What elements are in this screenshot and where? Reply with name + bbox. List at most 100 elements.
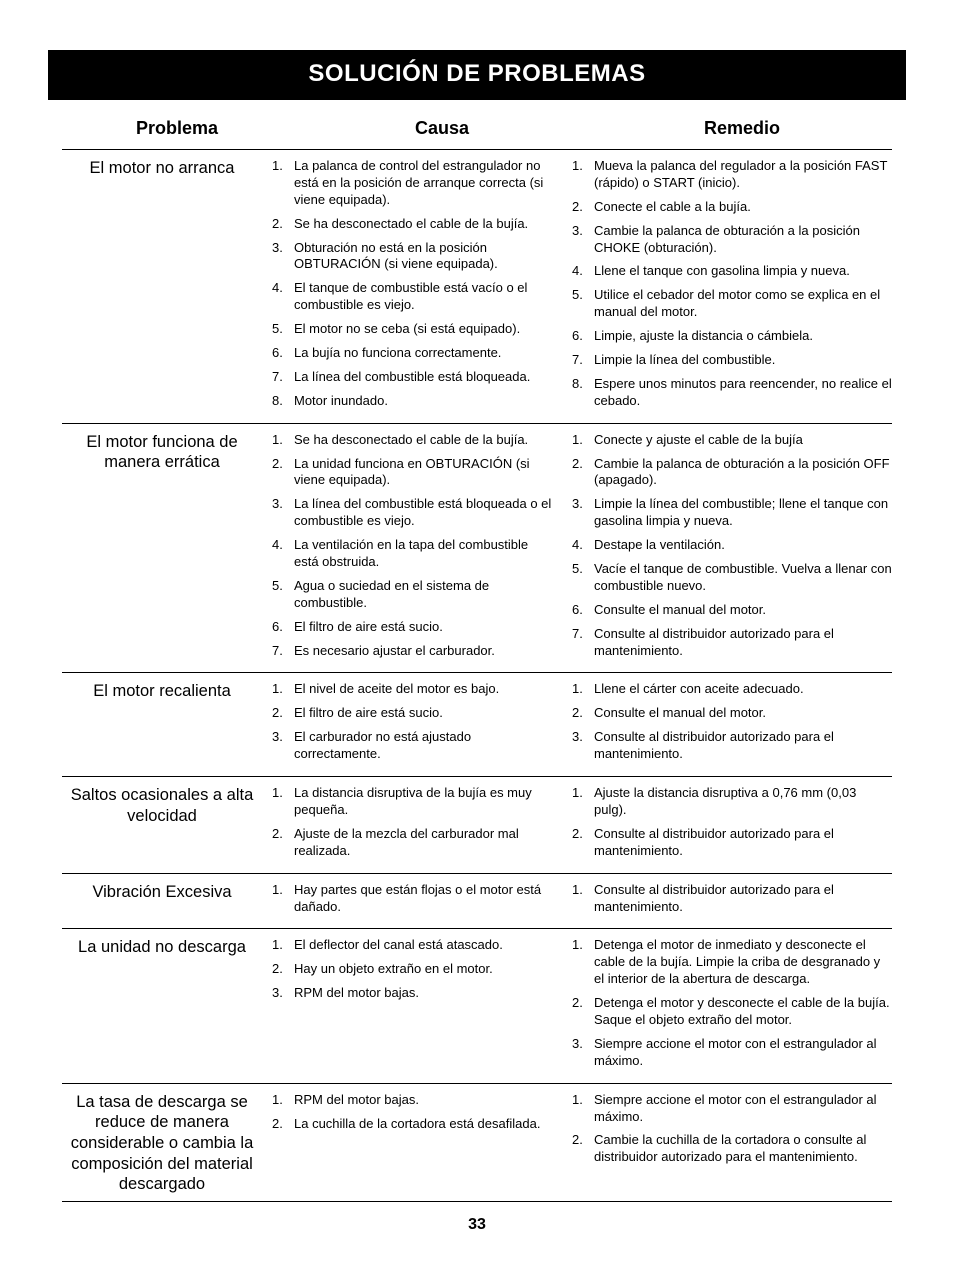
remedy-text: Espere unos minutos para reencender, no … bbox=[594, 376, 892, 410]
problem-label: Saltos ocasionales a alta velocidad bbox=[62, 785, 272, 867]
cause-text: Se ha desconectado el cable de la bujía. bbox=[294, 432, 554, 449]
section: El motor recalienta1.El nivel de aceite … bbox=[62, 672, 892, 776]
remedy-column: 1.Mueva la palanca del regulador a la po… bbox=[572, 158, 892, 417]
cause-item: 1.Se ha desconectado el cable de la bují… bbox=[272, 432, 554, 449]
cause-text: La ventilación en la tapa del combustibl… bbox=[294, 537, 554, 571]
remedy-text: Destape la ventilación. bbox=[594, 537, 892, 554]
remedy-item: 1.Ajuste la distancia disruptiva a 0,76 … bbox=[572, 785, 892, 819]
remedy-item: 2.Cambie la cuchilla de la cortadora o c… bbox=[572, 1132, 892, 1166]
remedy-item: 1.Detenga el motor de inmediato y descon… bbox=[572, 937, 892, 988]
item-number: 3. bbox=[572, 1036, 594, 1070]
remedy-item: 6.Consulte el manual del motor. bbox=[572, 602, 892, 619]
cause-item: 2.La cuchilla de la cortadora está desaf… bbox=[272, 1116, 554, 1133]
item-number: 3. bbox=[272, 729, 294, 763]
remedy-list: 1.Mueva la palanca del regulador a la po… bbox=[572, 158, 892, 410]
remedy-text: Conecte y ajuste el cable de la bujía bbox=[594, 432, 892, 449]
item-number: 2. bbox=[272, 216, 294, 233]
remedy-text: Vacíe el tanque de combustible. Vuelva a… bbox=[594, 561, 892, 595]
item-number: 2. bbox=[272, 826, 294, 860]
cause-list: 1.El nivel de aceite del motor es bajo.2… bbox=[272, 681, 554, 763]
item-number: 3. bbox=[272, 240, 294, 274]
cause-list: 1.Hay partes que están flojas o el motor… bbox=[272, 882, 554, 916]
cause-text: Se ha desconectado el cable de la bujía. bbox=[294, 216, 554, 233]
lists-wrap: 1.La distancia disruptiva de la bujía es… bbox=[272, 785, 892, 867]
cause-text: El carburador no está ajustado correctam… bbox=[294, 729, 554, 763]
cause-column: 1.RPM del motor bajas.2.La cuchilla de l… bbox=[272, 1092, 572, 1195]
item-number: 5. bbox=[572, 287, 594, 321]
column-headers: Problema Causa Remedio bbox=[48, 118, 906, 149]
item-number: 2. bbox=[572, 826, 594, 860]
remedy-list: 1.Llene el cárter con aceite adecuado. 2.… bbox=[572, 681, 892, 763]
remedy-text: Conecte el cable a la bujía. bbox=[594, 199, 892, 216]
item-number: 2. bbox=[272, 961, 294, 978]
cause-item: 1.La distancia disruptiva de la bujía es… bbox=[272, 785, 554, 819]
remedy-text: Utilice el cebador del motor como se exp… bbox=[594, 287, 892, 321]
item-number: 1. bbox=[572, 937, 594, 988]
lists-wrap: 1.El deflector del canal está atascado.2… bbox=[272, 937, 892, 1076]
item-number: 1. bbox=[572, 432, 594, 449]
remedy-item: 1.Siempre accione el motor con el estran… bbox=[572, 1092, 892, 1126]
item-number: 1. bbox=[572, 785, 594, 819]
cause-text: Ajuste de la mezcla del carburador mal r… bbox=[294, 826, 554, 860]
cause-text: La bujía no funciona correctamente. bbox=[294, 345, 554, 362]
remedy-text: Mueva la palanca del regulador a la posi… bbox=[594, 158, 892, 192]
cause-item: 8.Motor inundado. bbox=[272, 393, 554, 410]
item-number: 6. bbox=[572, 602, 594, 619]
problem-label: Vibración Excesiva bbox=[62, 882, 272, 923]
header-problem: Problema bbox=[62, 118, 292, 139]
cause-item: 5.Agua o suciedad en el sistema de combu… bbox=[272, 578, 554, 612]
cause-item: 1.Hay partes que están flojas o el motor… bbox=[272, 882, 554, 916]
remedy-text: Cambie la palanca de obturación a la pos… bbox=[594, 456, 892, 490]
remedy-column: 1.Conecte y ajuste el cable de la bujía2… bbox=[572, 432, 892, 667]
lists-wrap: 1.La palanca de control del estrangulado… bbox=[272, 158, 892, 417]
remedy-column: 1.Siempre accione el motor con el estran… bbox=[572, 1092, 892, 1195]
cause-column: 1.Hay partes que están flojas o el motor… bbox=[272, 882, 572, 923]
remedy-list: 1.Detenga el motor de inmediato y descon… bbox=[572, 937, 892, 1069]
item-number: 7. bbox=[272, 643, 294, 660]
item-number: 2. bbox=[572, 1132, 594, 1166]
cause-text: RPM del motor bajas. bbox=[294, 1092, 554, 1109]
lists-wrap: 1. Se ha desconectado el cable de la bují… bbox=[272, 432, 892, 667]
item-number: 1. bbox=[272, 785, 294, 819]
item-number: 5. bbox=[272, 578, 294, 612]
cause-text: El motor no se ceba (si está equipado). bbox=[294, 321, 554, 338]
remedy-text: Consulte al distribuidor autorizado para… bbox=[594, 882, 892, 916]
remedy-item: 4.Llene el tanque con gasolina limpia y … bbox=[572, 263, 892, 280]
cause-item: 2.El filtro de aire está sucio. bbox=[272, 705, 554, 722]
item-number: 4. bbox=[272, 537, 294, 571]
problem-label: El motor funciona de manera errática bbox=[62, 432, 272, 667]
cause-text: RPM del motor bajas. bbox=[294, 985, 554, 1002]
remedy-text: Cambie la cuchilla de la cortadora o con… bbox=[594, 1132, 892, 1166]
remedy-item: 2.Conecte el cable a la bujía. bbox=[572, 199, 892, 216]
item-number: 4. bbox=[272, 280, 294, 314]
section: El motor funciona de manera errática 1. Se… bbox=[62, 423, 892, 673]
remedy-column: 1.Llene el cárter con aceite adecuado. 2.… bbox=[572, 681, 892, 770]
item-number: 4. bbox=[572, 263, 594, 280]
item-number: 2. bbox=[572, 995, 594, 1029]
lists-wrap: 1. RPM del motor bajas. 2.La cuchilla de l… bbox=[272, 1092, 892, 1195]
cause-column: 1.El deflector del canal está atascado.2… bbox=[272, 937, 572, 1076]
lists-wrap: 1.El nivel de aceite del motor es bajo.2… bbox=[272, 681, 892, 770]
remedy-list: 1.Conecte y ajuste el cable de la bujía2… bbox=[572, 432, 892, 660]
remedy-item: 2.Consulte el manual del motor. bbox=[572, 705, 892, 722]
section: Vibración Excesiva1.Hay partes que están… bbox=[62, 873, 892, 929]
remedy-item: 7.Consulte al distribuidor autorizado pa… bbox=[572, 626, 892, 660]
cause-item: 2.Se ha desconectado el cable de la bují… bbox=[272, 216, 554, 233]
item-number: 3. bbox=[572, 223, 594, 257]
remedy-text: Siempre accione el motor con el estrangu… bbox=[594, 1036, 892, 1070]
remedy-text: Consulte al distribuidor autorizado para… bbox=[594, 626, 892, 660]
remedy-item: 1.Llene el cárter con aceite adecuado. bbox=[572, 681, 892, 698]
cause-item: 2.Ajuste de la mezcla del carburador mal… bbox=[272, 826, 554, 860]
cause-text: El deflector del canal está atascado. bbox=[294, 937, 554, 954]
cause-text: El tanque de combustible está vacío o el… bbox=[294, 280, 554, 314]
page-title: SOLUCIÓN DE PROBLEMAS bbox=[48, 50, 906, 100]
remedy-item: 1.Conecte y ajuste el cable de la bujía bbox=[572, 432, 892, 449]
header-remedy: Remedio bbox=[592, 118, 892, 139]
cause-text: El filtro de aire está sucio. bbox=[294, 705, 554, 722]
remedy-item: 7.Limpie la línea del combustible. bbox=[572, 352, 892, 369]
item-number: 1. bbox=[572, 1092, 594, 1126]
remedy-column: 1.Ajuste la distancia disruptiva a 0,76 … bbox=[572, 785, 892, 867]
section: El motor no arranca1.La palanca de contr… bbox=[62, 149, 892, 423]
cause-text: La distancia disruptiva de la bujía es m… bbox=[294, 785, 554, 819]
cause-text: Motor inundado. bbox=[294, 393, 554, 410]
